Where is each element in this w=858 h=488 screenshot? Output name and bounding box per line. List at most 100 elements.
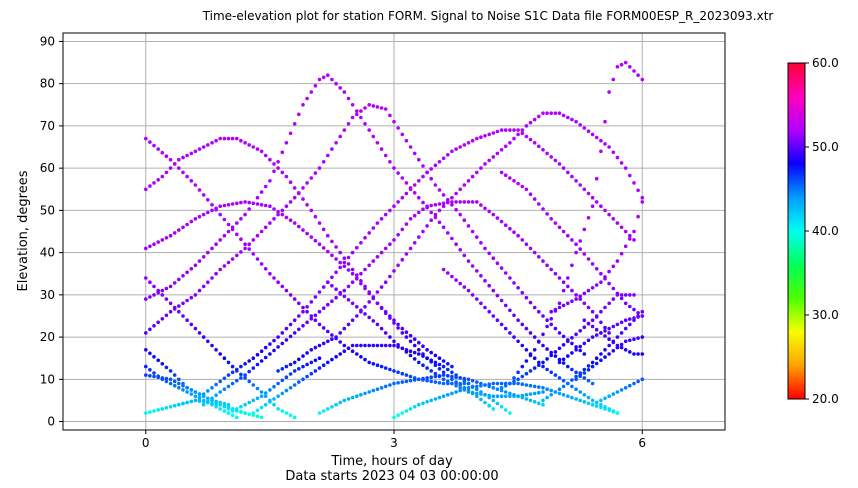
data-point	[189, 219, 194, 224]
data-point	[297, 380, 301, 384]
data-point	[499, 148, 504, 152]
data-point	[570, 263, 574, 268]
data-point	[247, 247, 251, 251]
data-point	[404, 330, 409, 335]
data-point	[214, 138, 218, 143]
data-point	[181, 301, 185, 306]
data-point	[458, 386, 463, 390]
data-point	[255, 233, 260, 238]
data-point	[628, 317, 632, 321]
data-point	[144, 331, 148, 335]
data-point	[417, 360, 421, 365]
data-point	[611, 217, 616, 221]
data-point	[594, 135, 599, 140]
data-point	[156, 320, 160, 325]
data-point	[632, 69, 636, 73]
data-point	[623, 301, 628, 306]
data-point	[578, 294, 582, 299]
data-point	[355, 343, 359, 348]
data-point	[263, 153, 268, 158]
data-point	[599, 309, 603, 314]
data-point	[222, 404, 227, 408]
data-point	[483, 162, 487, 166]
data-point	[309, 176, 314, 180]
data-point	[292, 195, 297, 200]
data-point	[524, 393, 529, 397]
data-point	[371, 104, 376, 108]
data-point	[230, 413, 235, 418]
y-tick-label: 30	[40, 288, 55, 302]
data-point	[611, 324, 616, 329]
data-point	[462, 285, 467, 289]
data-point	[566, 339, 570, 344]
data-point	[545, 324, 549, 329]
data-point	[388, 208, 392, 213]
data-point	[239, 372, 243, 377]
data-point	[408, 246, 413, 251]
data-point	[557, 301, 562, 306]
data-point	[388, 242, 392, 246]
data-point	[503, 394, 508, 399]
data-point	[164, 154, 169, 158]
data-point	[305, 96, 309, 101]
data-point	[479, 274, 483, 278]
data-point	[156, 408, 160, 412]
data-point	[400, 227, 405, 232]
data-point	[640, 352, 645, 356]
data-point	[189, 179, 194, 183]
data-point	[532, 335, 537, 339]
data-point	[599, 398, 603, 403]
data-point	[541, 207, 545, 211]
data-point	[355, 305, 359, 309]
data-point	[417, 210, 421, 215]
data-point	[623, 318, 628, 323]
data-point	[454, 242, 458, 246]
data-point	[243, 376, 247, 380]
data-point	[466, 288, 471, 293]
data-point	[441, 370, 446, 375]
data-point	[218, 212, 222, 217]
data-point	[541, 398, 545, 403]
data-point	[404, 138, 409, 143]
data-point	[578, 344, 582, 349]
data-point	[590, 402, 595, 407]
data-point	[512, 179, 516, 183]
data-point	[433, 163, 438, 168]
data-point	[396, 200, 400, 204]
data-point	[520, 322, 525, 327]
data-point	[441, 204, 446, 208]
data-point	[619, 251, 624, 256]
data-point	[317, 221, 322, 225]
data-point	[243, 200, 247, 204]
data-point	[454, 207, 458, 212]
data-point	[570, 299, 574, 304]
data-point	[603, 355, 607, 359]
data-point	[532, 250, 537, 255]
data-point	[607, 145, 611, 149]
data-point	[371, 295, 376, 299]
data-point	[321, 285, 326, 289]
data-point	[437, 188, 442, 192]
data-point	[516, 286, 520, 290]
data-point	[466, 224, 471, 228]
data-point	[537, 340, 541, 344]
data-point	[524, 371, 529, 376]
data-point	[437, 202, 442, 206]
data-point	[375, 254, 380, 259]
data-point	[218, 390, 222, 394]
data-point	[292, 122, 297, 126]
x-axis-label: Time, hours of day	[330, 454, 453, 469]
data-point	[317, 309, 322, 314]
data-point	[305, 374, 309, 379]
data-point	[404, 335, 409, 339]
data-point	[495, 129, 500, 134]
data-point	[400, 176, 405, 180]
data-point	[632, 238, 636, 242]
data-point	[144, 373, 148, 377]
data-point	[359, 343, 363, 348]
data-point	[396, 326, 400, 330]
data-point	[371, 226, 376, 230]
data-point	[425, 356, 429, 361]
data-point	[383, 280, 388, 285]
data-point	[516, 233, 520, 238]
